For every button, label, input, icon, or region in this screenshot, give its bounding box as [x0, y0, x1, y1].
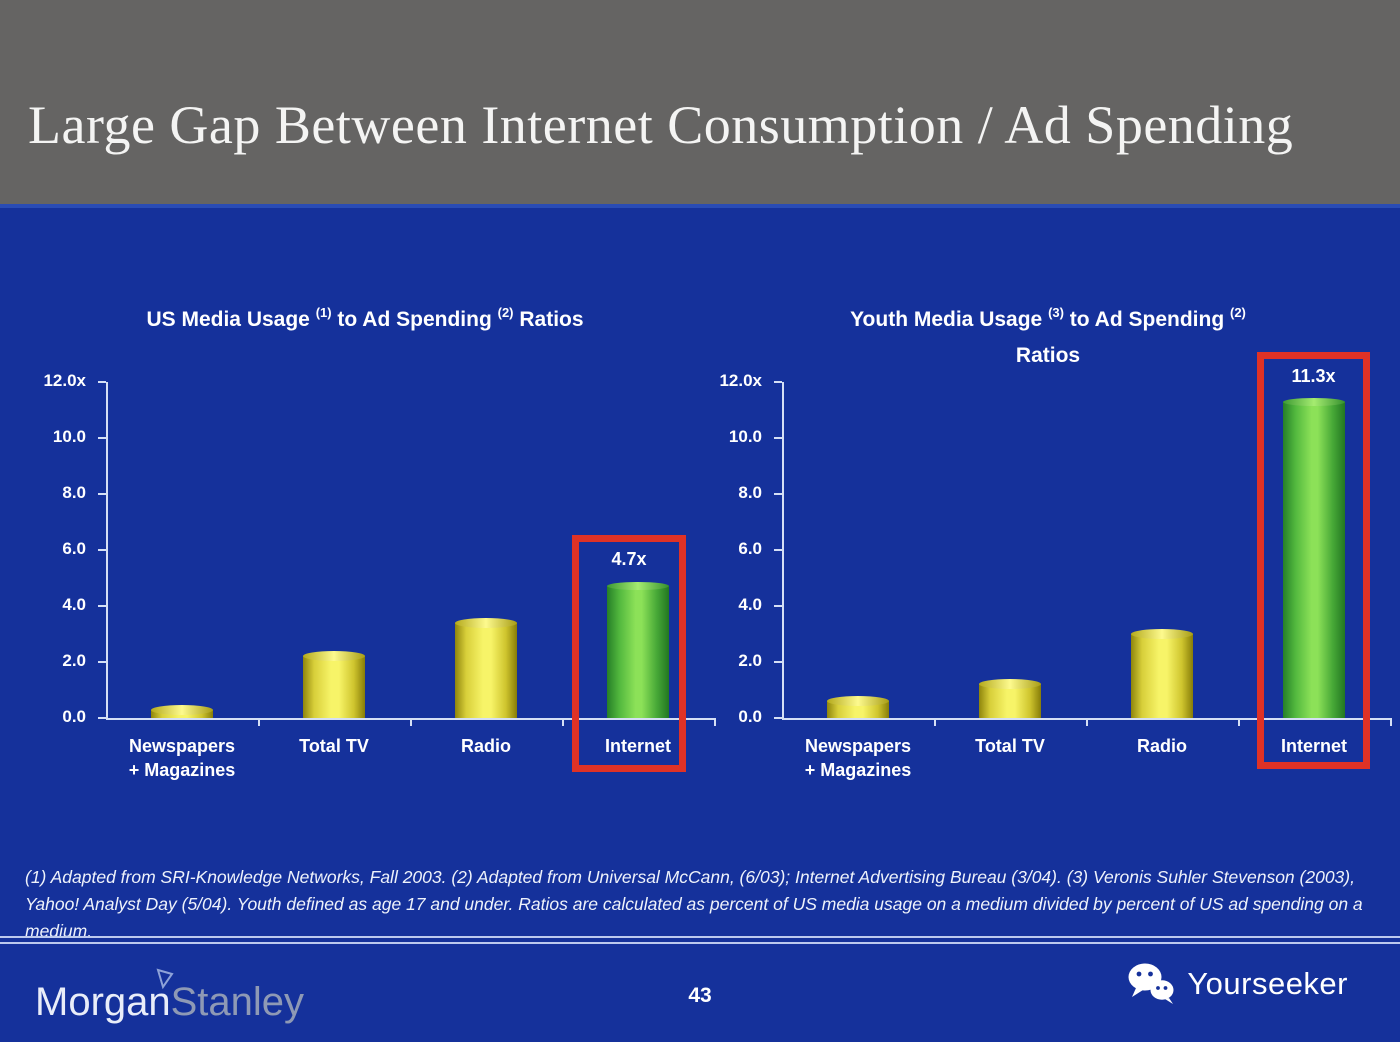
y-tick-label: 6.0	[62, 539, 86, 558]
superscript-note: (1)	[315, 305, 332, 320]
footer-divider	[0, 936, 1400, 944]
y-tick	[98, 437, 106, 439]
footnote: (1) Adapted from SRI-Knowledge Networks,…	[25, 867, 1363, 941]
y-tick-label: 10.0	[728, 427, 762, 446]
category-label: Newspapers + Magazines	[128, 736, 236, 780]
y-tick	[774, 605, 782, 607]
chart-title-youth-media-usage: Youth Media Usage (3) to Ad Spending (2)…	[850, 305, 1246, 367]
y-tick	[98, 381, 106, 383]
y-tick-label: 2.0	[62, 651, 86, 670]
x-tick	[562, 718, 564, 726]
x-tick	[258, 718, 260, 726]
y-tick-label: 8.0	[62, 483, 86, 502]
y-tick-label: 0.0	[62, 707, 86, 726]
bar-total-tv	[979, 679, 1041, 718]
y-tick	[98, 549, 106, 551]
y-axis-line	[782, 382, 784, 718]
y-tick-label: 8.0	[738, 483, 762, 502]
highlight-box	[572, 535, 686, 772]
category-label: Total TV	[975, 736, 1045, 756]
y-tick	[98, 605, 106, 607]
watermark: Yourseeker	[1127, 962, 1348, 1006]
x-tick	[934, 718, 936, 726]
bar-newspapers-magazines	[827, 696, 889, 718]
y-tick	[774, 661, 782, 663]
x-tick	[1086, 718, 1088, 726]
y-tick	[774, 381, 782, 383]
y-tick-label: 6.0	[738, 539, 762, 558]
category-label: Total TV	[299, 736, 369, 756]
header-divider	[0, 204, 1400, 208]
category-label: Newspapers + Magazines	[804, 736, 912, 780]
bar-internet	[1283, 397, 1345, 718]
category-label: Internet	[1280, 736, 1347, 756]
x-tick	[1390, 718, 1392, 726]
y-axis-line	[106, 382, 108, 718]
category-label: Radio	[1136, 736, 1187, 756]
bar-total-tv	[303, 651, 365, 718]
x-tick	[1238, 718, 1240, 726]
watermark-text: Yourseeker	[1187, 966, 1348, 1001]
y-tick-label: 10.0	[52, 427, 86, 446]
x-tick	[410, 718, 412, 726]
wechat-icon	[1128, 963, 1174, 1004]
y-tick	[98, 493, 106, 495]
bar-newspapers-magazines	[151, 704, 213, 718]
category-label: Radio	[460, 736, 511, 756]
y-tick-label: 12.0x	[719, 371, 762, 390]
y-tick	[774, 437, 782, 439]
bar-radio	[455, 617, 517, 718]
chart-title-us-media-usage: US Media Usage (1) to Ad Spending (2) Ra…	[146, 305, 584, 331]
category-label: Internet	[604, 736, 671, 756]
y-tick	[774, 549, 782, 551]
bar-radio	[1131, 629, 1193, 718]
superscript-note: (2)	[497, 305, 514, 320]
y-tick-label: 12.0x	[43, 371, 86, 390]
morgan-stanley-triangle-icon	[156, 968, 174, 990]
y-tick-label: 0.0	[738, 707, 762, 726]
highlight-box	[1257, 352, 1370, 769]
morgan-stanley-logo: MorganStanley	[35, 982, 304, 1022]
y-tick-label: 4.0	[738, 595, 762, 614]
superscript-note: (3)	[1048, 305, 1064, 320]
logo-morgan: Morgan	[35, 980, 171, 1024]
logo-stanley: Stanley	[170, 980, 305, 1024]
y-tick	[774, 493, 782, 495]
y-tick	[98, 661, 106, 663]
y-tick	[98, 717, 106, 719]
x-tick	[714, 718, 716, 726]
y-tick	[774, 717, 782, 719]
value-label: 4.7x	[611, 549, 647, 569]
value-label: 11.3x	[1291, 366, 1336, 386]
title-band: Large Gap Between Internet Consumption /…	[0, 0, 1400, 204]
bar-internet	[607, 582, 669, 718]
page-number: 43	[688, 984, 712, 1007]
y-tick-label: 2.0	[738, 651, 762, 670]
page-title: Large Gap Between Internet Consumption /…	[28, 95, 1294, 155]
superscript-note: (2)	[1230, 305, 1246, 320]
y-tick-label: 4.0	[62, 595, 86, 614]
